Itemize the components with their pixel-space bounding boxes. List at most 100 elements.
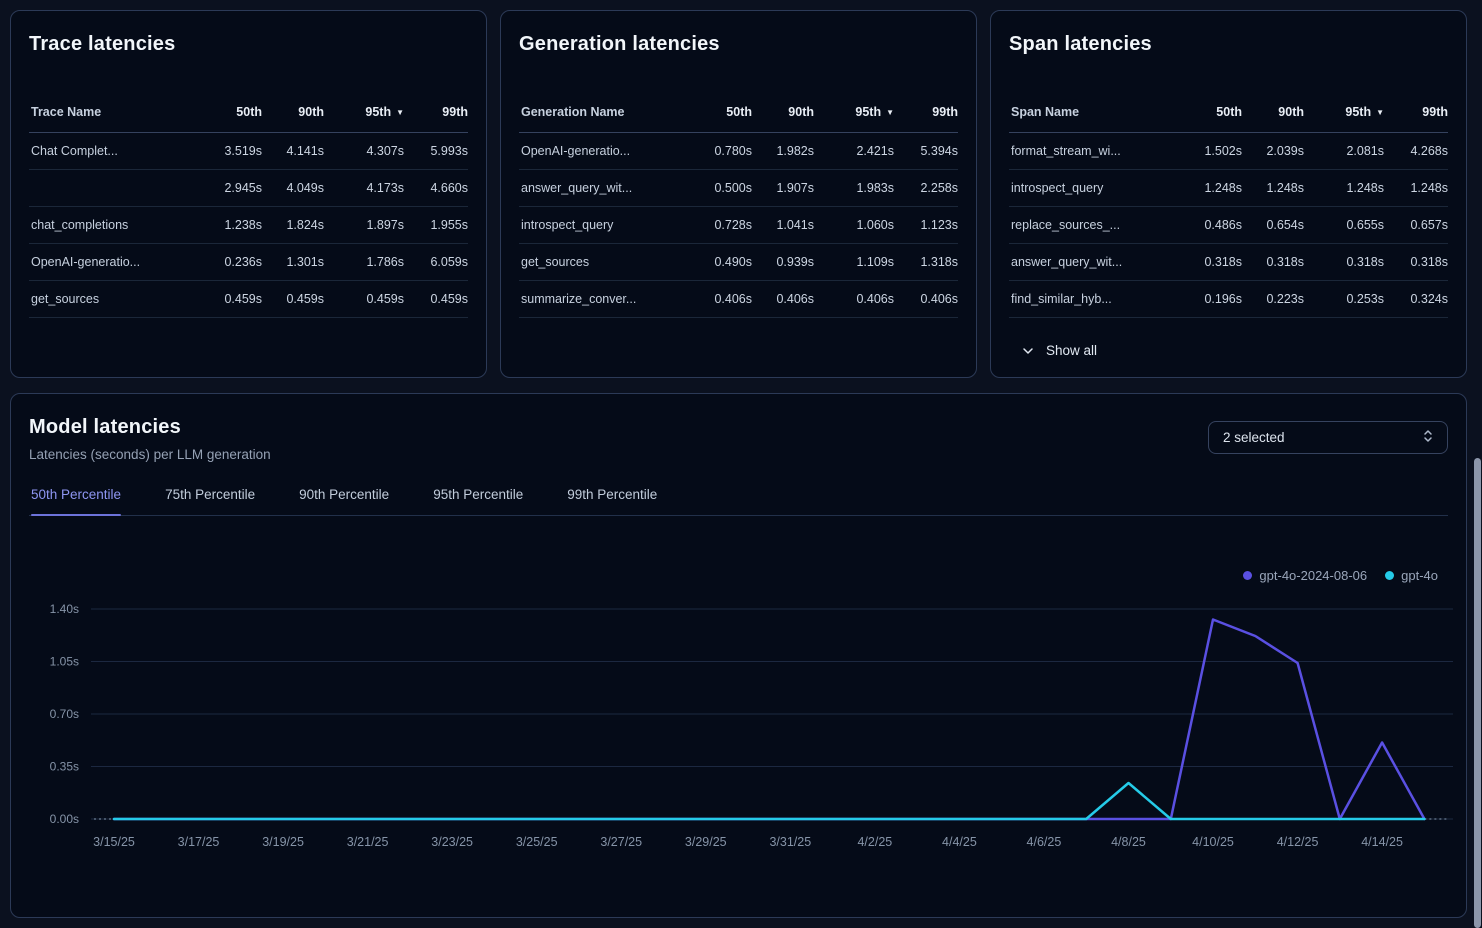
- column-header-99th[interactable]: 99th: [894, 105, 958, 119]
- column-header-99th[interactable]: 99th: [1384, 105, 1448, 119]
- table-row[interactable]: OpenAI-generatio...0.236s1.301s1.786s6.0…: [29, 244, 468, 281]
- table-row[interactable]: find_similar_hyb...0.196s0.223s0.253s0.3…: [1009, 281, 1448, 318]
- tab-99th-percentile[interactable]: 99th Percentile: [567, 487, 657, 515]
- legend-item-gpt-4o-2024-08-06[interactable]: gpt-4o-2024-08-06: [1243, 568, 1367, 583]
- row-name: find_similar_hyb...: [1009, 292, 1182, 306]
- row-value: 0.318s: [1242, 255, 1304, 269]
- table-row[interactable]: summarize_conver...0.406s0.406s0.406s0.4…: [519, 281, 958, 318]
- row-value: 0.406s: [814, 292, 894, 306]
- table-row[interactable]: format_stream_wi...1.502s2.039s2.081s4.2…: [1009, 133, 1448, 170]
- column-header-90th[interactable]: 90th: [752, 105, 814, 119]
- span-latencies-title: Span latencies: [1009, 31, 1448, 57]
- row-value: 4.307s: [324, 144, 404, 158]
- table-row[interactable]: OpenAI-generatio...0.780s1.982s2.421s5.3…: [519, 133, 958, 170]
- row-value: 2.258s: [894, 181, 958, 195]
- row-value: 0.324s: [1384, 292, 1448, 306]
- column-header-95th[interactable]: 95th▼: [814, 105, 894, 119]
- generation-latencies-card: Generation latencies Generation Name50th…: [500, 10, 977, 378]
- sort-desc-icon: ▼: [886, 108, 894, 117]
- row-value: 0.318s: [1304, 255, 1384, 269]
- row-name: Chat Complet...: [29, 144, 202, 158]
- table-body: OpenAI-generatio...0.780s1.982s2.421s5.3…: [519, 133, 958, 318]
- table-row[interactable]: get_sources0.459s0.459s0.459s0.459s: [29, 281, 468, 318]
- generation-latencies-table: Generation Name50th90th95th▼99th OpenAI-g…: [519, 91, 958, 318]
- row-name: replace_sources_...: [1009, 218, 1182, 232]
- row-value: 0.318s: [1182, 255, 1242, 269]
- row-value: 0.459s: [324, 292, 404, 306]
- legend-item-gpt-4o[interactable]: gpt-4o: [1385, 568, 1438, 583]
- column-header-50th[interactable]: 50th: [202, 105, 262, 119]
- row-name: OpenAI-generatio...: [29, 255, 202, 269]
- generation-latencies-title: Generation latencies: [519, 31, 958, 57]
- row-name: answer_query_wit...: [519, 181, 692, 195]
- y-axis-tick: 1.40s: [50, 602, 79, 616]
- row-name: introspect_query: [519, 218, 692, 232]
- row-value: 2.945s: [202, 181, 262, 195]
- row-name: answer_query_wit...: [1009, 255, 1182, 269]
- table-row[interactable]: 2.945s4.049s4.173s4.660s: [29, 170, 468, 207]
- x-axis-tick: 3/19/25: [262, 835, 304, 849]
- row-value: 4.049s: [262, 181, 324, 195]
- row-value: 0.657s: [1384, 218, 1448, 232]
- row-value: 1.982s: [752, 144, 814, 158]
- row-value: 4.173s: [324, 181, 404, 195]
- span-latencies-card: Span latencies Span Name50th90th95th▼99t…: [990, 10, 1467, 378]
- column-header-95th[interactable]: 95th▼: [324, 105, 404, 119]
- trace-latencies-title: Trace latencies: [29, 31, 468, 57]
- column-header-50th[interactable]: 50th: [1182, 105, 1242, 119]
- vertical-scrollbar-thumb[interactable]: [1474, 458, 1481, 928]
- column-header-95th[interactable]: 95th▼: [1304, 105, 1384, 119]
- tab-75th-percentile[interactable]: 75th Percentile: [165, 487, 255, 515]
- span-latencies-table: Span Name50th90th95th▼99th format_stream_…: [1009, 91, 1448, 318]
- row-value: 0.486s: [1182, 218, 1242, 232]
- legend-label: gpt-4o-2024-08-06: [1259, 568, 1367, 583]
- table-row[interactable]: replace_sources_...0.486s0.654s0.655s0.6…: [1009, 207, 1448, 244]
- sort-desc-icon: ▼: [1376, 108, 1384, 117]
- legend-dot-icon: [1385, 571, 1394, 580]
- show-all-button[interactable]: Show all: [1021, 343, 1097, 358]
- row-value: 0.780s: [692, 144, 752, 158]
- chart-legend: gpt-4o-2024-08-06 gpt-4o: [1243, 568, 1438, 583]
- table-body: Chat Complet...3.519s4.141s4.307s5.993s2…: [29, 133, 468, 318]
- table-row[interactable]: get_sources0.490s0.939s1.109s1.318s: [519, 244, 958, 281]
- row-value: 1.041s: [752, 218, 814, 232]
- column-header-90th[interactable]: 90th: [1242, 105, 1304, 119]
- x-axis-tick: 3/31/25: [769, 835, 811, 849]
- column-header-name[interactable]: Span Name: [1009, 105, 1182, 119]
- model-latency-chart[interactable]: 0.00s0.35s0.70s1.05s1.40s3/15/253/17/253…: [11, 544, 1468, 894]
- table-row[interactable]: answer_query_wit...0.318s0.318s0.318s0.3…: [1009, 244, 1448, 281]
- x-axis-tick: 3/29/25: [685, 835, 727, 849]
- table-row[interactable]: answer_query_wit...0.500s1.907s1.983s2.2…: [519, 170, 958, 207]
- series-line-gpt-4o-2024-08-06: [114, 620, 1424, 820]
- table-row[interactable]: introspect_query0.728s1.041s1.060s1.123s: [519, 207, 958, 244]
- row-value: 1.109s: [814, 255, 894, 269]
- row-value: 1.907s: [752, 181, 814, 195]
- row-value: 1.248s: [1304, 181, 1384, 195]
- model-select-dropdown[interactable]: 2 selected: [1208, 421, 1448, 454]
- series-line-gpt-4o: [114, 783, 1424, 819]
- row-name: introspect_query: [1009, 181, 1182, 195]
- table-row[interactable]: chat_completions1.238s1.824s1.897s1.955s: [29, 207, 468, 244]
- row-value: 2.081s: [1304, 144, 1384, 158]
- percentile-tabs: 50th Percentile 75th Percentile 90th Perce…: [29, 487, 1448, 516]
- line-chart-plot[interactable]: 0.00s0.35s0.70s1.05s1.40s3/15/253/17/253…: [11, 544, 1468, 894]
- table-body: format_stream_wi...1.502s2.039s2.081s4.2…: [1009, 133, 1448, 318]
- row-value: 0.406s: [894, 292, 958, 306]
- row-value: 0.939s: [752, 255, 814, 269]
- column-header-50th[interactable]: 50th: [692, 105, 752, 119]
- column-header-name[interactable]: Trace Name: [29, 105, 202, 119]
- table-row[interactable]: introspect_query1.248s1.248s1.248s1.248s: [1009, 170, 1448, 207]
- column-header-name[interactable]: Generation Name: [519, 105, 692, 119]
- tab-90th-percentile[interactable]: 90th Percentile: [299, 487, 389, 515]
- tab-50th-percentile[interactable]: 50th Percentile: [31, 487, 121, 515]
- tab-95th-percentile[interactable]: 95th Percentile: [433, 487, 523, 515]
- row-value: 3.519s: [202, 144, 262, 158]
- x-axis-tick: 4/12/25: [1277, 835, 1319, 849]
- row-value: 1.897s: [324, 218, 404, 232]
- column-header-99th[interactable]: 99th: [404, 105, 468, 119]
- table-row[interactable]: Chat Complet...3.519s4.141s4.307s5.993s: [29, 133, 468, 170]
- column-header-90th[interactable]: 90th: [262, 105, 324, 119]
- row-value: 1.248s: [1182, 181, 1242, 195]
- row-value: 0.406s: [752, 292, 814, 306]
- row-value: 0.223s: [1242, 292, 1304, 306]
